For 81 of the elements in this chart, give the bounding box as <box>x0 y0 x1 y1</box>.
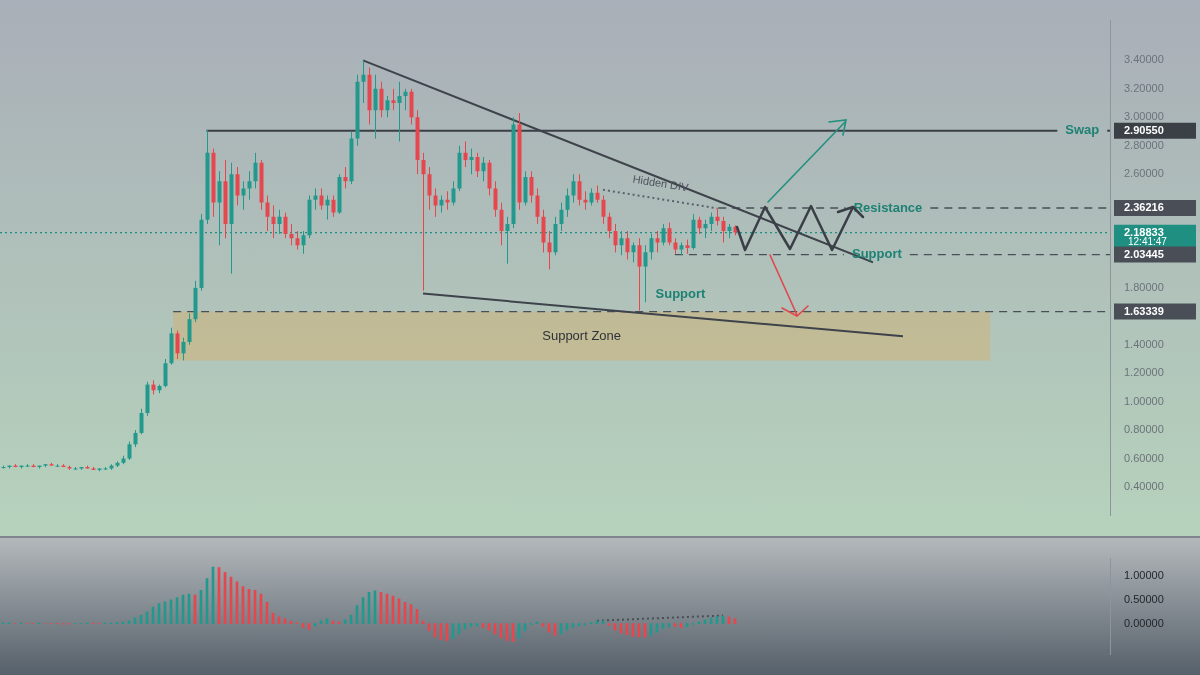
y-tick-label: 1.80000 <box>1124 280 1164 293</box>
candlestick <box>577 173 582 206</box>
candlestick <box>175 330 180 360</box>
candlestick <box>499 202 504 246</box>
candlestick <box>319 187 324 211</box>
candlestick <box>613 223 618 253</box>
y-tick-label: 2.03445 <box>1124 247 1164 260</box>
candlestick <box>469 148 474 175</box>
candlestick <box>283 212 288 239</box>
candlestick <box>463 140 468 168</box>
y-tick-label: 2.18833 <box>1124 225 1164 238</box>
candlestick <box>241 180 246 211</box>
y-tick-label: 2.60000 <box>1124 167 1164 180</box>
candlestick <box>181 337 186 361</box>
candlestick <box>643 244 648 303</box>
candlestick <box>607 212 612 239</box>
candlestick <box>655 230 660 253</box>
y-tick-label: 1.40000 <box>1124 337 1164 350</box>
candlestick <box>289 223 294 246</box>
candlestick <box>571 173 576 204</box>
candlestick <box>139 408 144 435</box>
candlestick <box>397 81 402 142</box>
y-tick-label: 1.63339 <box>1124 304 1164 317</box>
candlestick <box>625 230 630 260</box>
text: 12:41:47 <box>1128 236 1168 248</box>
ref-line-label: Resistance <box>853 199 923 215</box>
candlestick <box>361 59 366 104</box>
y-tick-label: 3.00000 <box>1124 110 1164 123</box>
y-tick-label: 0.60000 <box>1124 451 1164 464</box>
candlestick <box>247 170 252 201</box>
candlestick <box>631 241 636 263</box>
y-tick-label: 0.40000 <box>1124 479 1164 492</box>
candlestick <box>265 194 270 232</box>
ref-line-label: Swap <box>1065 122 1100 138</box>
y-tick-label: 0.00000 <box>1124 616 1164 629</box>
candlestick <box>127 440 132 461</box>
candlestick <box>583 190 588 211</box>
y-tick-label: 1.00000 <box>1124 569 1164 582</box>
candlestick <box>331 194 336 218</box>
y-tick-label: 1.00000 <box>1124 394 1164 407</box>
candlestick <box>475 152 480 178</box>
candlestick <box>421 152 426 292</box>
candlestick <box>601 194 606 225</box>
y-tick-label: 2.36216 <box>1124 201 1164 214</box>
candlestick <box>235 166 240 206</box>
annotation: Hidden DIV <box>631 172 690 194</box>
y-tick-label: 0.80000 <box>1124 423 1164 436</box>
candlestick <box>535 187 540 225</box>
band-label: Support Zone <box>542 327 622 343</box>
candlestick <box>427 166 432 211</box>
candlestick <box>373 74 378 140</box>
candlestick <box>493 180 498 218</box>
candlestick <box>481 156 486 182</box>
y-tick-label: 1.20000 <box>1124 366 1164 379</box>
candlestick <box>313 187 318 211</box>
candlestick <box>187 313 192 346</box>
candlestick <box>529 170 534 204</box>
candlestick <box>295 230 300 251</box>
candlestick <box>385 95 390 118</box>
candlestick <box>433 187 438 218</box>
candlestick <box>379 81 384 118</box>
candlestick <box>721 216 726 243</box>
y-tick-label: 3.20000 <box>1124 81 1164 94</box>
candlestick <box>253 152 258 189</box>
ref-line-label: Support <box>655 286 707 302</box>
candlestick <box>163 358 168 388</box>
candlestick <box>547 230 552 270</box>
candlestick <box>343 166 348 189</box>
candlestick <box>403 88 408 111</box>
y-tick-label: 0.50000 <box>1124 592 1164 605</box>
candlestick <box>565 187 570 218</box>
candlestick <box>271 204 276 239</box>
y-tick-label: 3.40000 <box>1124 53 1164 66</box>
candlestick <box>445 190 450 211</box>
y-tick-label: 2.90550 <box>1124 123 1164 136</box>
candlestick <box>667 222 672 246</box>
y-tick-label: 2.80000 <box>1124 138 1164 151</box>
candlestick <box>391 88 396 111</box>
candlestick <box>637 237 642 312</box>
ref-line-label: Support <box>851 246 903 262</box>
candlestick <box>451 180 456 206</box>
